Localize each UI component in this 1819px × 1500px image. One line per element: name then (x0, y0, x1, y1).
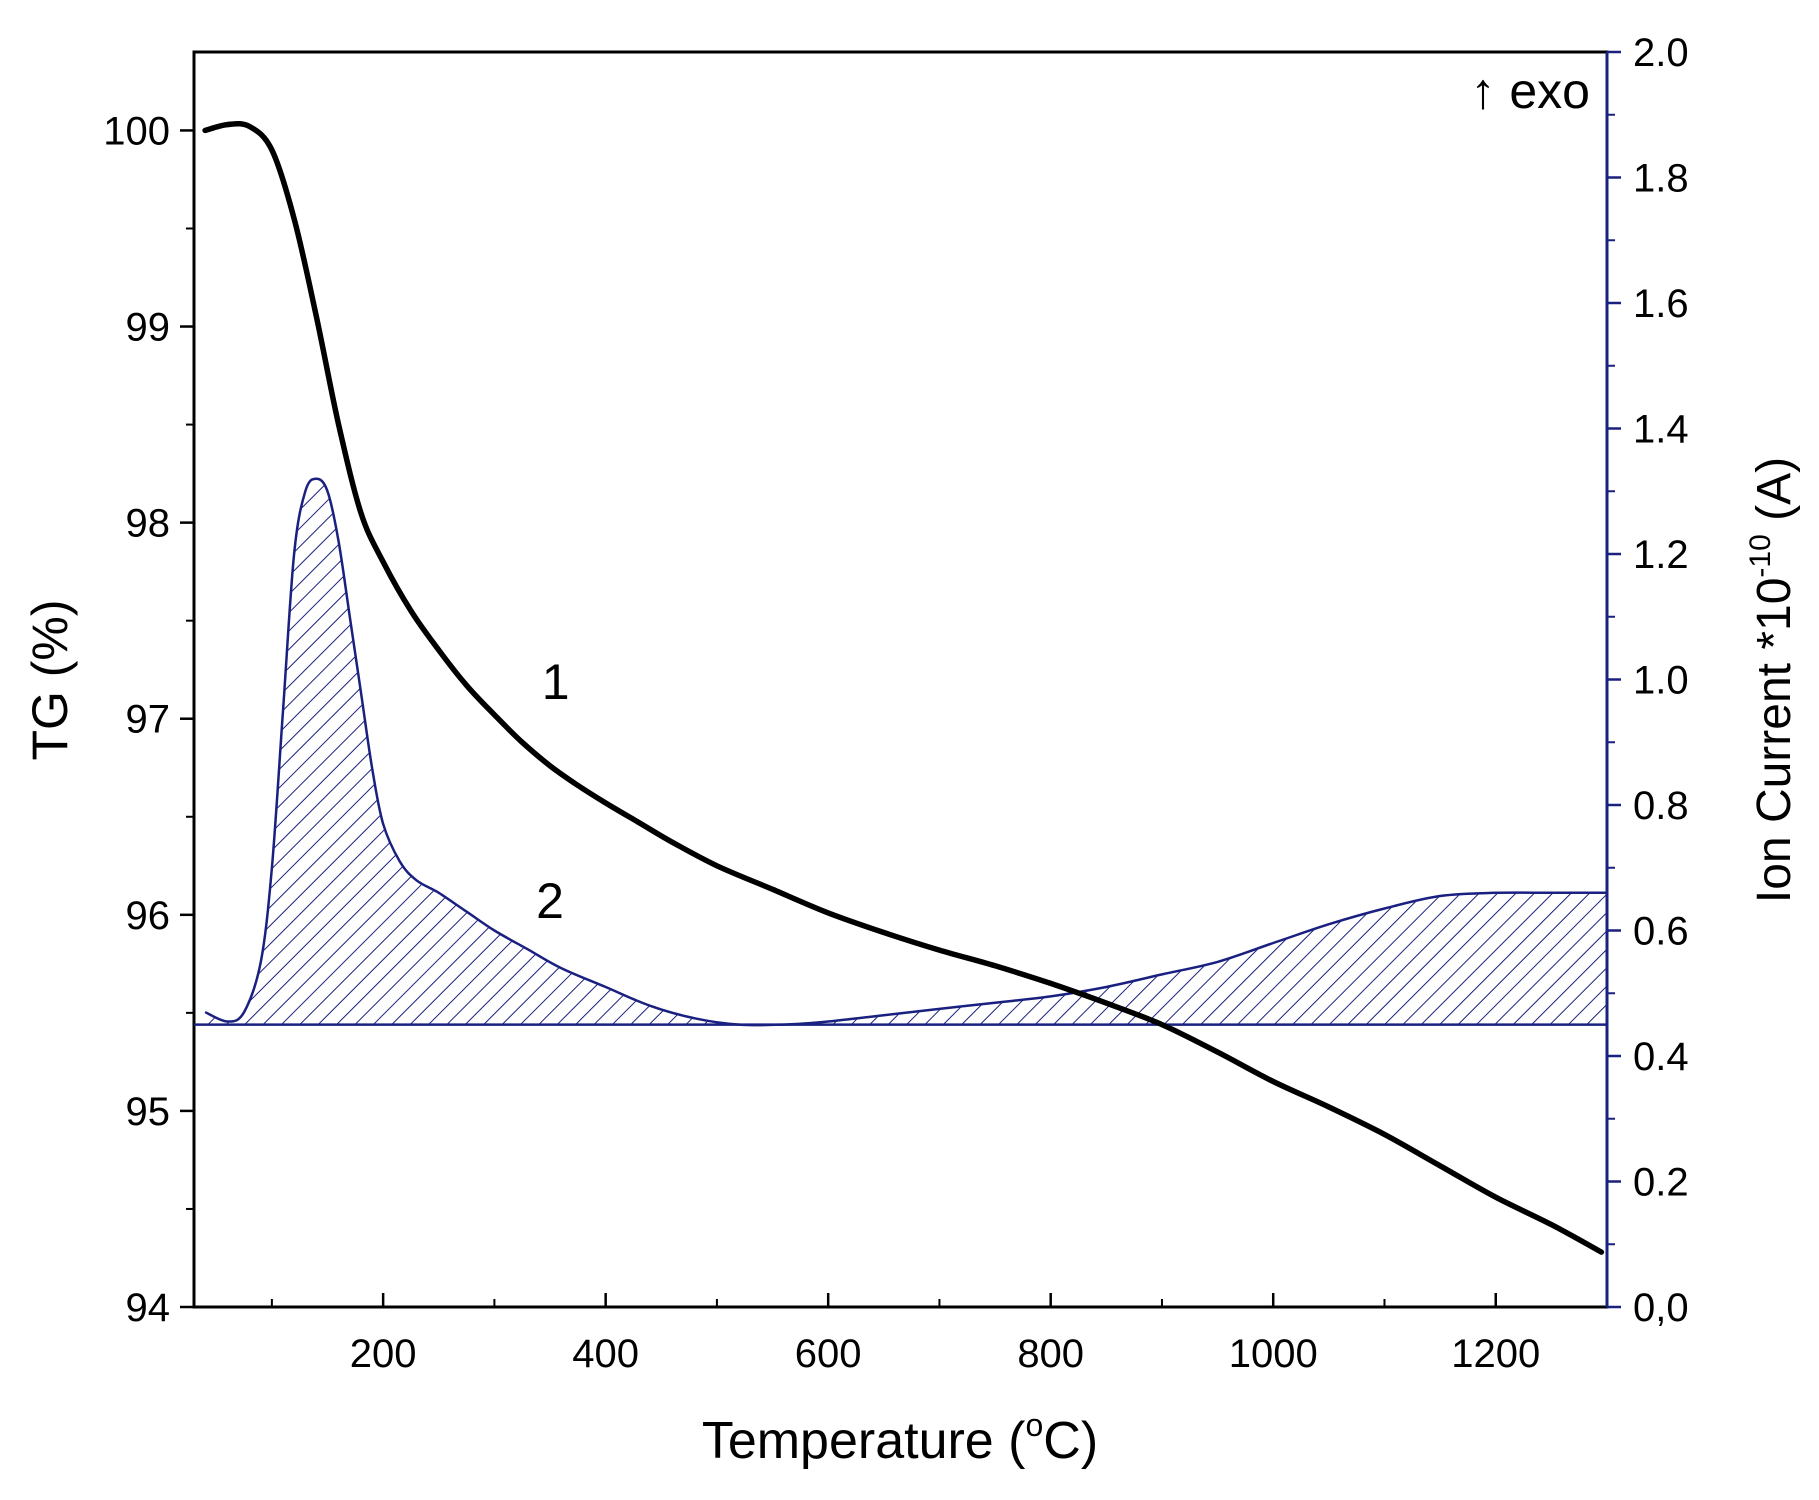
y-right-tick-label: 1.4 (1633, 408, 1689, 452)
y-right-axis-title-main: Ion Current *10 (1748, 578, 1801, 904)
y-left-tick-label: 94 (126, 1286, 171, 1330)
plot-frame (192, 50, 1609, 1309)
x-axis-ticks: 200 400 600 800 1000 1200 (270, 1293, 1540, 1376)
y-right-axis-ticks: 0,0 0.2 0.4 0.6 0.8 1.0 1.2 1.4 1.6 1.8 2.0 (1607, 31, 1689, 1330)
x-axis-title-unit: C) (1043, 1412, 1098, 1470)
x-tick-label: 600 (795, 1332, 862, 1376)
ion-current-line (204, 477, 1607, 1027)
x-axis-title-main: Temperature ( (702, 1412, 1026, 1470)
y-left-axis-ticks: 94 95 96 97 98 99 100 (103, 109, 194, 1330)
x-tick-label: 400 (572, 1332, 639, 1376)
x-tick-label: 200 (350, 1332, 417, 1376)
y-right-axis-title-unit: (A) (1748, 457, 1801, 534)
y-right-tick-label: 1.0 (1633, 659, 1689, 703)
x-tick-label: 1000 (1229, 1332, 1318, 1376)
series-label-2: 2 (536, 873, 564, 929)
x-axis-title-sup: o (1026, 1407, 1044, 1443)
tg-line (202, 120, 1605, 1255)
y-right-tick-label: 0,0 (1633, 1286, 1689, 1330)
tg-series (202, 120, 1605, 1255)
exo-annotation: ↑ exo (1470, 63, 1590, 119)
y-right-tick-label: 1.6 (1633, 282, 1689, 326)
y-right-tick-label: 0.8 (1633, 784, 1689, 828)
y-right-tick-label: 0.4 (1633, 1035, 1689, 1079)
y-right-tick-label: 0.6 (1633, 910, 1689, 954)
y-right-axis-title: Ion Current *10-10 (A) (1744, 457, 1801, 903)
y-right-tick-label: 1.8 (1633, 157, 1689, 201)
y-right-axis-title-sup: -10 (1744, 534, 1777, 577)
ion-current-area (205, 478, 1608, 1026)
x-tick-label: 800 (1017, 1332, 1084, 1376)
y-left-tick-label: 100 (103, 109, 170, 153)
x-tick-label: 1200 (1451, 1332, 1540, 1376)
y-left-tick-label: 98 (126, 502, 171, 546)
y-right-tick-label: 1.2 (1633, 533, 1689, 577)
y-left-tick-label: 99 (126, 306, 171, 350)
x-axis-title: Temperature (oC) (702, 1407, 1098, 1470)
y-left-tick-label: 96 (126, 894, 171, 938)
ion-current-series (194, 477, 1608, 1027)
y-left-tick-label: 95 (126, 1090, 171, 1134)
y-right-tick-label: 2.0 (1633, 31, 1689, 75)
y-left-axis-title: TG (%) (22, 599, 78, 760)
series-label-1: 1 (542, 654, 570, 710)
y-left-tick-label: 97 (126, 698, 171, 742)
y-right-tick-label: 0.2 (1633, 1161, 1689, 1205)
